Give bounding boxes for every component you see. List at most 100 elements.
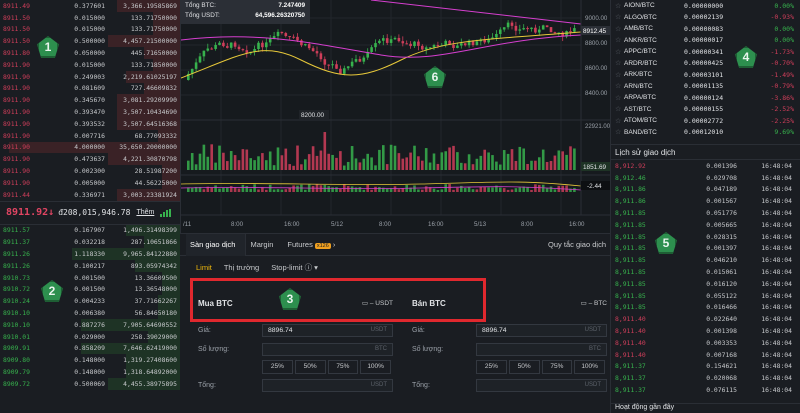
star-icon[interactable]: ☆ — [615, 129, 622, 137]
ask-row[interactable]: 8911.90 0.345670 3,081.29209990 — [0, 94, 180, 107]
chart-canvas[interactable]: 9000.00 8800.00 8600.00 8400.00 22921.00 8912… — [180, 0, 611, 233]
ask-row[interactable]: 8911.50 0.500000 4,457.21500000 — [0, 35, 180, 48]
bid-row[interactable]: 8911.37 0.032218 287.10651866 — [0, 236, 180, 249]
volume-bar — [561, 151, 564, 170]
bid-row[interactable]: 8910.10 0.887276 7,905.64690552 — [0, 318, 180, 331]
bid-row[interactable]: 8909.91 0.858209 7,646.62419000 — [0, 342, 180, 355]
candle — [339, 68, 342, 74]
market-row[interactable]: ☆ ARK/BTC 0.00003101 -1.49% — [611, 69, 800, 81]
market-row[interactable]: ☆ BAND/BTC 0.00012010 9.69% — [611, 127, 800, 139]
annotation-marker-6: 6 — [424, 66, 446, 88]
tab-margin[interactable]: Margin — [250, 239, 274, 249]
star-icon[interactable]: ☆ — [615, 83, 622, 91]
bid-row[interactable]: 8911.26 1.118330 9,965.84122880 — [0, 248, 180, 260]
ask-row[interactable]: 8911.90 4.000000 35,650.20000000 — [0, 141, 180, 154]
bid-row[interactable]: 8910.10 0.006380 56.84650180 — [0, 307, 180, 319]
buy-pct-50-button[interactable]: 50% — [294, 360, 326, 374]
tab-stop-limit[interactable]: Stop-limit ⓘ ▾ — [271, 262, 318, 273]
ask-total: 133.71750000 — [130, 25, 177, 34]
ask-row[interactable]: 8911.90 0.002300 28.51987200 — [0, 165, 180, 177]
candle — [413, 41, 416, 47]
ask-row[interactable]: 8911.80 0.050000 445.71650000 — [0, 47, 180, 59]
ask-row[interactable]: 8911.49 0.377601 3,366.19585869 — [0, 0, 180, 12]
ask-row[interactable]: 8911.50 0.015000 133.71750000 — [0, 11, 180, 24]
sell-pct-100-button[interactable]: 100% — [574, 360, 605, 374]
ask-row[interactable]: 8911.90 0.473637 4,221.30870798 — [0, 153, 180, 166]
volume-bar — [206, 156, 210, 170]
bid-row[interactable]: 8911.57 0.167907 1,496.31498399 — [0, 224, 180, 237]
last-price: 8911.92 — [6, 207, 49, 219]
market-row[interactable]: ☆ ANKR/BTC 0.00000017 0.00% — [611, 35, 800, 47]
market-row[interactable]: ☆ ARDR/BTC 0.00000425 -0.70% — [611, 58, 800, 70]
bid-row[interactable]: 8910.01 0.029000 258.39029000 — [0, 330, 180, 343]
ask-row[interactable]: 8911.90 0.015000 133.71850000 — [0, 58, 180, 71]
bid-price: 8910.10 — [3, 309, 30, 318]
ask-row[interactable]: 8911.90 0.005000 44.56225000 — [0, 176, 180, 189]
order-book-more-link[interactable]: Thêm — [136, 209, 155, 217]
buy-price-input[interactable]: 8896.74 USDT — [262, 323, 393, 337]
ask-row[interactable]: 8911.90 0.393470 3,507.10434690 — [0, 106, 180, 118]
buy-total-input[interactable]: USDT — [262, 378, 393, 392]
tab-futures[interactable]: Futures x126 › — [283, 234, 345, 256]
ask-row[interactable]: 8911.90 0.081609 727.46609832 — [0, 82, 180, 95]
macd-bar — [440, 189, 444, 192]
bid-row[interactable]: 8909.80 0.148000 1,319.27408600 — [0, 354, 180, 367]
star-icon[interactable]: ☆ — [615, 48, 622, 56]
volume-bar — [307, 154, 311, 170]
buy-pct-25-button[interactable]: 25% — [262, 360, 293, 374]
market-row[interactable]: ☆ APPC/BTC 0.00000341 -1.73% — [611, 46, 800, 58]
tab-limit[interactable]: Limit — [196, 262, 212, 272]
market-row[interactable]: ☆ AMB/BTC 0.00000083 0.00% — [611, 23, 800, 35]
bid-row[interactable]: 8910.24 0.004233 37.71662267 — [0, 295, 180, 308]
sell-pct-25-button[interactable]: 25% — [476, 360, 507, 374]
market-row[interactable]: ☆ ARN/BTC 0.00001135 -0.79% — [611, 81, 800, 93]
volume-bar — [530, 160, 533, 170]
sell-pct-75-button[interactable]: 75% — [541, 360, 573, 374]
star-icon[interactable]: ☆ — [615, 37, 622, 45]
tab-market[interactable]: Thị trường — [223, 262, 260, 272]
bid-row[interactable]: 8910.72 0.001500 13.36548000 — [0, 283, 180, 296]
star-icon[interactable]: ☆ — [615, 106, 622, 114]
sell-pct-50-button[interactable]: 50% — [508, 360, 540, 374]
macd-bar — [448, 184, 451, 192]
info-icon[interactable]: ⓘ — [304, 262, 313, 272]
ask-total: 4,457.21500000 — [123, 37, 177, 46]
sell-total-input[interactable]: USDT — [476, 378, 607, 392]
star-icon[interactable]: ☆ — [615, 14, 622, 22]
bid-row[interactable]: 8910.73 0.001500 13.36609500 — [0, 271, 180, 284]
star-icon[interactable]: ☆ — [615, 60, 622, 68]
star-icon[interactable]: ☆ — [615, 71, 622, 79]
star-icon[interactable]: ☆ — [615, 25, 622, 33]
market-row[interactable]: ☆ AST/BTC 0.00000155 -2.52% — [611, 104, 800, 116]
macd-bar — [502, 188, 506, 192]
bid-row[interactable]: 8909.72 0.500069 4,455.38975895 — [0, 377, 180, 390]
market-row[interactable]: ☆ ARPA/BTC 0.00000124 -3.86% — [611, 92, 800, 104]
volume-bar — [471, 164, 475, 170]
ask-row[interactable]: 8911.44 0.336971 3,003.23381924 — [0, 188, 180, 201]
market-price: 0.00000425 — [684, 59, 724, 68]
bid-row[interactable]: 8911.26 0.100217 893.05974342 — [0, 259, 180, 272]
buy-pct-100-button[interactable]: 100% — [360, 360, 391, 374]
star-icon[interactable]: ☆ — [615, 117, 622, 125]
volume-axis-label: 22921.00 — [585, 124, 611, 130]
buy-qty-input[interactable]: BTC — [262, 342, 393, 356]
tab-spot[interactable]: Sàn giao dịch — [186, 233, 247, 256]
sell-price-input[interactable]: 8896.74 USDT — [476, 323, 607, 337]
buy-pct-75-button[interactable]: 75% — [327, 360, 359, 374]
star-icon[interactable]: ☆ — [615, 2, 622, 10]
market-row[interactable]: ☆ ALGO/BTC 0.00002139 -0.93% — [611, 12, 800, 24]
market-row[interactable]: ☆ AION/BTC 0.00000000 0.00% — [611, 0, 800, 12]
ask-row[interactable]: 8911.90 0.007716 68.77093332 — [0, 129, 180, 142]
market-row[interactable]: ☆ ATOM/BTC 0.00002772 -2.25% — [611, 115, 800, 127]
candlestick-chart[interactable]: 9000.00 8800.00 8600.00 8400.00 22921.00 8912… — [180, 0, 611, 233]
bid-price: 8910.73 — [3, 273, 30, 282]
bid-row[interactable]: 8909.79 0.148000 1,318.64892000 — [0, 366, 180, 378]
bid-total: 37.71662267 — [134, 297, 177, 306]
ask-row[interactable]: 8911.50 0.015000 133.71750000 — [0, 23, 180, 36]
star-icon[interactable]: ☆ — [615, 94, 622, 102]
sell-qty-unit: BTC — [589, 346, 601, 352]
sell-qty-input[interactable]: BTC — [476, 342, 607, 356]
ask-row[interactable]: 8911.90 0.249003 2,219.61025197 — [0, 70, 180, 83]
ask-row[interactable]: 8911.90 0.393532 3,507.64516368 — [0, 117, 180, 130]
trading-rules-link[interactable]: Quy tắc giao dịch — [548, 240, 606, 249]
